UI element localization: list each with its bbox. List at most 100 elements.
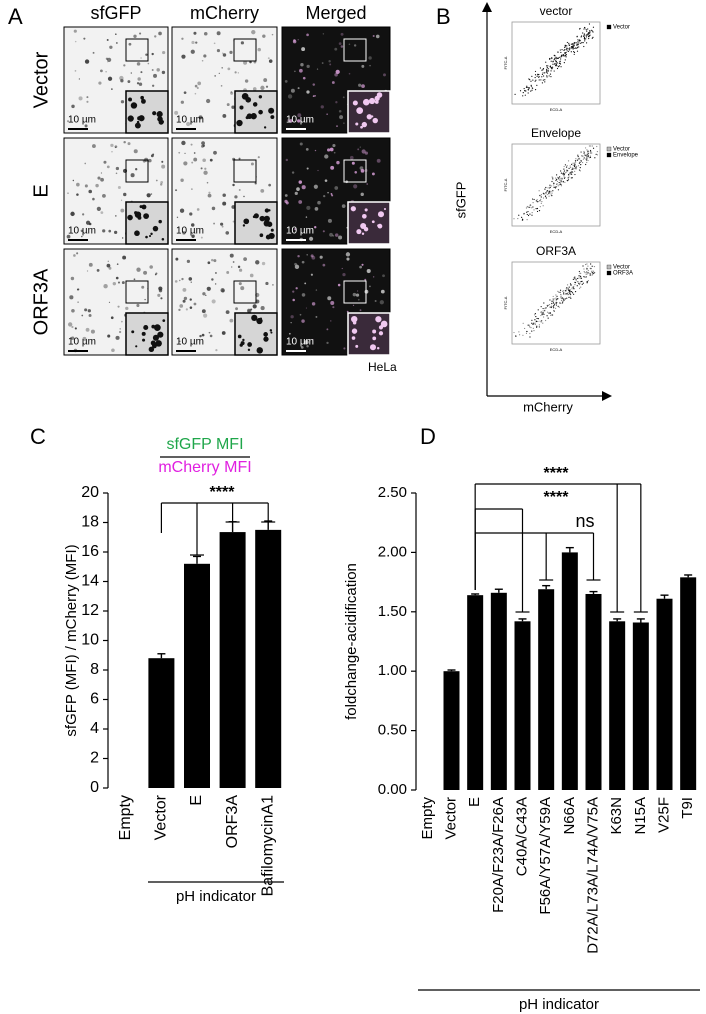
significance: ****: [210, 484, 236, 501]
legend-swatch: [606, 24, 612, 30]
row-label: Vector: [30, 51, 52, 108]
event: [555, 301, 557, 304]
micrograph-speck: [326, 341, 329, 345]
x-tick-label: T9I: [679, 797, 696, 819]
event: [576, 165, 578, 168]
event: [569, 296, 571, 298]
event: [571, 46, 573, 48]
event: [596, 145, 598, 148]
event: [568, 49, 571, 51]
micrograph-speck: [133, 34, 137, 38]
event: [592, 26, 595, 28]
event: [588, 35, 590, 37]
event: [575, 158, 577, 160]
inset-speck: [239, 105, 244, 110]
row-label: E: [30, 184, 52, 197]
inset-speck: [361, 232, 365, 235]
event: [563, 49, 565, 51]
event: [578, 46, 580, 48]
micrograph-speck: [151, 84, 155, 87]
event: [553, 70, 555, 72]
micrograph-speck: [127, 80, 131, 83]
micrograph-speck: [180, 100, 184, 104]
event: [592, 36, 594, 38]
inset-speck: [258, 109, 263, 115]
micrograph-speck: [150, 193, 153, 195]
inset-speck: [128, 97, 132, 102]
micrograph-speck: [345, 252, 351, 257]
event: [577, 157, 580, 160]
micrograph-speck: [125, 306, 129, 311]
event: [538, 209, 541, 212]
micrograph-speck: [109, 45, 113, 49]
event: [547, 70, 549, 72]
inset-speck: [153, 324, 161, 332]
event: [575, 161, 577, 163]
micrograph-speck: [117, 305, 120, 308]
event: [560, 299, 563, 302]
micrograph-speck: [334, 72, 338, 77]
micrograph-speck: [146, 193, 151, 198]
event: [591, 273, 594, 275]
event: [555, 304, 558, 306]
micrograph-speck: [81, 235, 83, 238]
legend-label: Vector: [613, 147, 630, 153]
inset-speck: [266, 221, 273, 227]
event: [584, 276, 586, 279]
event: [568, 286, 570, 288]
event: [569, 165, 571, 167]
micrograph-speck: [70, 336, 75, 340]
micrograph-speck: [121, 237, 124, 239]
micrograph-speck: [72, 179, 75, 182]
panel-label: C: [30, 424, 46, 449]
micrograph-speck: [290, 88, 295, 93]
micrograph-speck: [237, 265, 241, 269]
micrograph-speck: [361, 64, 365, 68]
micrograph-speck: [147, 62, 150, 65]
micrograph-speck: [208, 191, 211, 194]
event: [550, 190, 552, 192]
micrograph-speck: [301, 47, 306, 52]
event: [527, 324, 529, 326]
y-axis-label: foldchange-acidification: [343, 563, 360, 720]
micrograph-speck: [341, 267, 343, 270]
micrograph-speck: [208, 331, 211, 334]
micrograph-speck: [306, 205, 311, 210]
event: [540, 202, 542, 204]
x-tick-label: ORF3A: [224, 795, 241, 849]
event: [529, 206, 531, 208]
micrograph-speck: [115, 215, 117, 217]
micrograph-speck: [110, 316, 114, 320]
event: [545, 61, 547, 63]
event: [563, 52, 566, 54]
micrograph-speck: [120, 208, 125, 213]
inset-speck: [371, 220, 375, 224]
event: [570, 177, 572, 179]
event: [553, 184, 555, 186]
inset-speck: [134, 122, 141, 129]
x-tick-label: F56A/Y57A/Y59A: [537, 797, 554, 915]
inset-speck: [351, 328, 358, 334]
event: [568, 172, 570, 174]
event: [514, 93, 516, 95]
micrograph-speck: [330, 165, 335, 170]
y-tick-label: 0.50: [378, 722, 407, 739]
event: [528, 324, 530, 326]
micrograph-speck: [140, 57, 142, 59]
micrograph-speck: [221, 289, 225, 293]
micrograph-speck: [234, 71, 237, 74]
micrograph-speck: [83, 37, 86, 40]
inset-speck: [138, 115, 145, 122]
event: [522, 334, 524, 336]
micrograph-speck: [155, 272, 158, 275]
event: [563, 293, 565, 295]
micrograph-speck: [149, 265, 153, 269]
event: [592, 270, 595, 272]
inset-speck: [361, 121, 368, 128]
event: [531, 89, 533, 91]
event: [551, 302, 553, 305]
micrograph-speck: [161, 164, 166, 169]
event: [542, 307, 544, 310]
event: [536, 199, 538, 201]
event: [588, 23, 591, 25]
